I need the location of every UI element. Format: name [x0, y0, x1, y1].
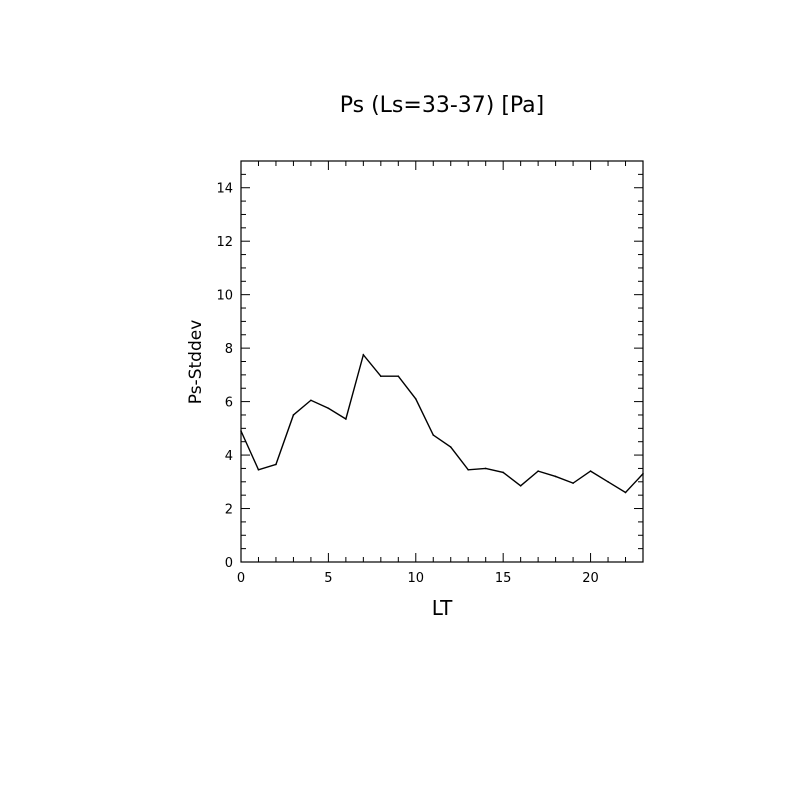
data-point — [642, 472, 644, 475]
x-tick-label: 10 — [408, 571, 425, 586]
y-tick-label: 4 — [225, 449, 233, 464]
data-point — [572, 482, 574, 484]
data-point — [467, 468, 470, 471]
y-tick-label: 0 — [225, 556, 233, 571]
data-point — [537, 470, 539, 472]
chart-title: Ps (Ls=33-37) [Pa] — [340, 93, 545, 118]
data-point — [607, 481, 609, 483]
y-tick-label: 14 — [216, 182, 233, 197]
data-point — [292, 414, 295, 416]
data-point — [432, 434, 435, 436]
data-point — [449, 446, 452, 448]
x-axis-label: LT — [432, 596, 453, 620]
data-point — [589, 470, 592, 472]
x-tick-label: 5 — [324, 571, 332, 586]
data-point — [624, 491, 627, 494]
x-tick-label: 20 — [582, 571, 599, 586]
axis-tick-labels: 0 5 10 15 20 0 2 4 6 8 10 12 14 — [216, 182, 598, 586]
data-point — [362, 354, 365, 356]
y-axis-label: Ps-Stddev — [186, 320, 206, 405]
data-point — [484, 467, 487, 470]
y-tick-label: 12 — [216, 235, 233, 250]
data-point — [327, 407, 330, 410]
series-line — [240, 353, 644, 494]
x-tick-label: 0 — [237, 571, 245, 586]
data-point — [397, 375, 400, 378]
data-point — [414, 398, 417, 400]
data-point — [240, 430, 242, 432]
data-point — [257, 468, 260, 471]
data-point — [519, 485, 522, 487]
y-tick-label: 6 — [225, 396, 233, 411]
data-point — [345, 418, 347, 420]
data-point — [310, 399, 312, 402]
y-tick-label: 8 — [225, 342, 233, 357]
data-point — [502, 471, 504, 474]
data-point — [554, 475, 557, 478]
y-tick-label: 10 — [216, 289, 233, 304]
plot-frame — [240, 160, 644, 563]
data-points — [240, 354, 644, 494]
x-tick-label: 15 — [495, 571, 512, 586]
axis-ticks — [240, 160, 644, 563]
data-point — [275, 463, 277, 466]
data-point — [380, 375, 382, 378]
y-tick-label: 2 — [225, 503, 233, 518]
